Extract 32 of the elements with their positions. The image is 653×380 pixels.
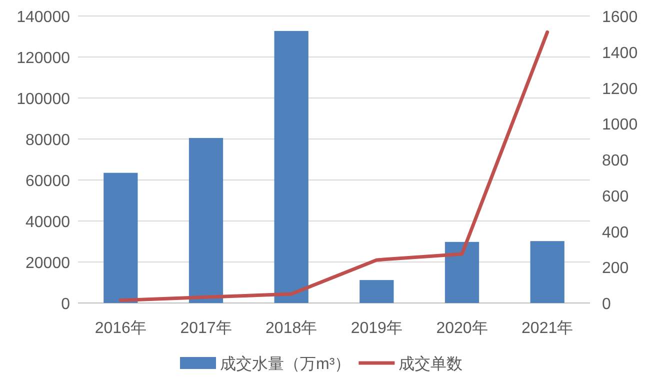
- y2-tick-label: 1200: [602, 80, 638, 98]
- bar: [360, 280, 394, 303]
- y-tick-label: 60000: [26, 173, 70, 190]
- bar: [530, 241, 564, 303]
- bar: [104, 172, 138, 303]
- x-tick-label: 2016年: [94, 320, 146, 337]
- y2-tick-label: 600: [602, 188, 629, 206]
- bar: [444, 242, 480, 303]
- legend-label: 成交水量（万m³）: [220, 355, 351, 373]
- y2-tick-label: 1000: [602, 116, 638, 134]
- x-tick-label: 2017年: [180, 320, 232, 337]
- y-tick-label: 140000: [16, 9, 70, 26]
- bar: [274, 30, 308, 303]
- y-tick-label: 80000: [26, 132, 70, 149]
- x-tick-label: 2018年: [266, 320, 318, 337]
- legend-label: 成交单数: [398, 355, 463, 373]
- line-series: [118, 30, 550, 302]
- x-tick-label: 2021年: [522, 320, 574, 337]
- x-tick-label: 2020年: [436, 320, 488, 337]
- y2-tick-label: 400: [602, 224, 629, 242]
- bar: [188, 138, 224, 303]
- y-tick-label: 20000: [26, 255, 70, 272]
- y-tick-label: 120000: [16, 50, 70, 67]
- y2-tick-label: 800: [602, 152, 629, 170]
- x-tick-label: 2019年: [350, 320, 402, 337]
- y2-tick-label: 0: [602, 296, 611, 313]
- y2-tick-label: 200: [602, 260, 629, 278]
- y2-tick-label: 1400: [602, 44, 638, 62]
- y-tick-label: 0: [61, 296, 70, 313]
- y2-tick-label: 1600: [602, 9, 638, 26]
- y-tick-label: 100000: [16, 91, 70, 108]
- y-tick-label: 40000: [26, 214, 70, 231]
